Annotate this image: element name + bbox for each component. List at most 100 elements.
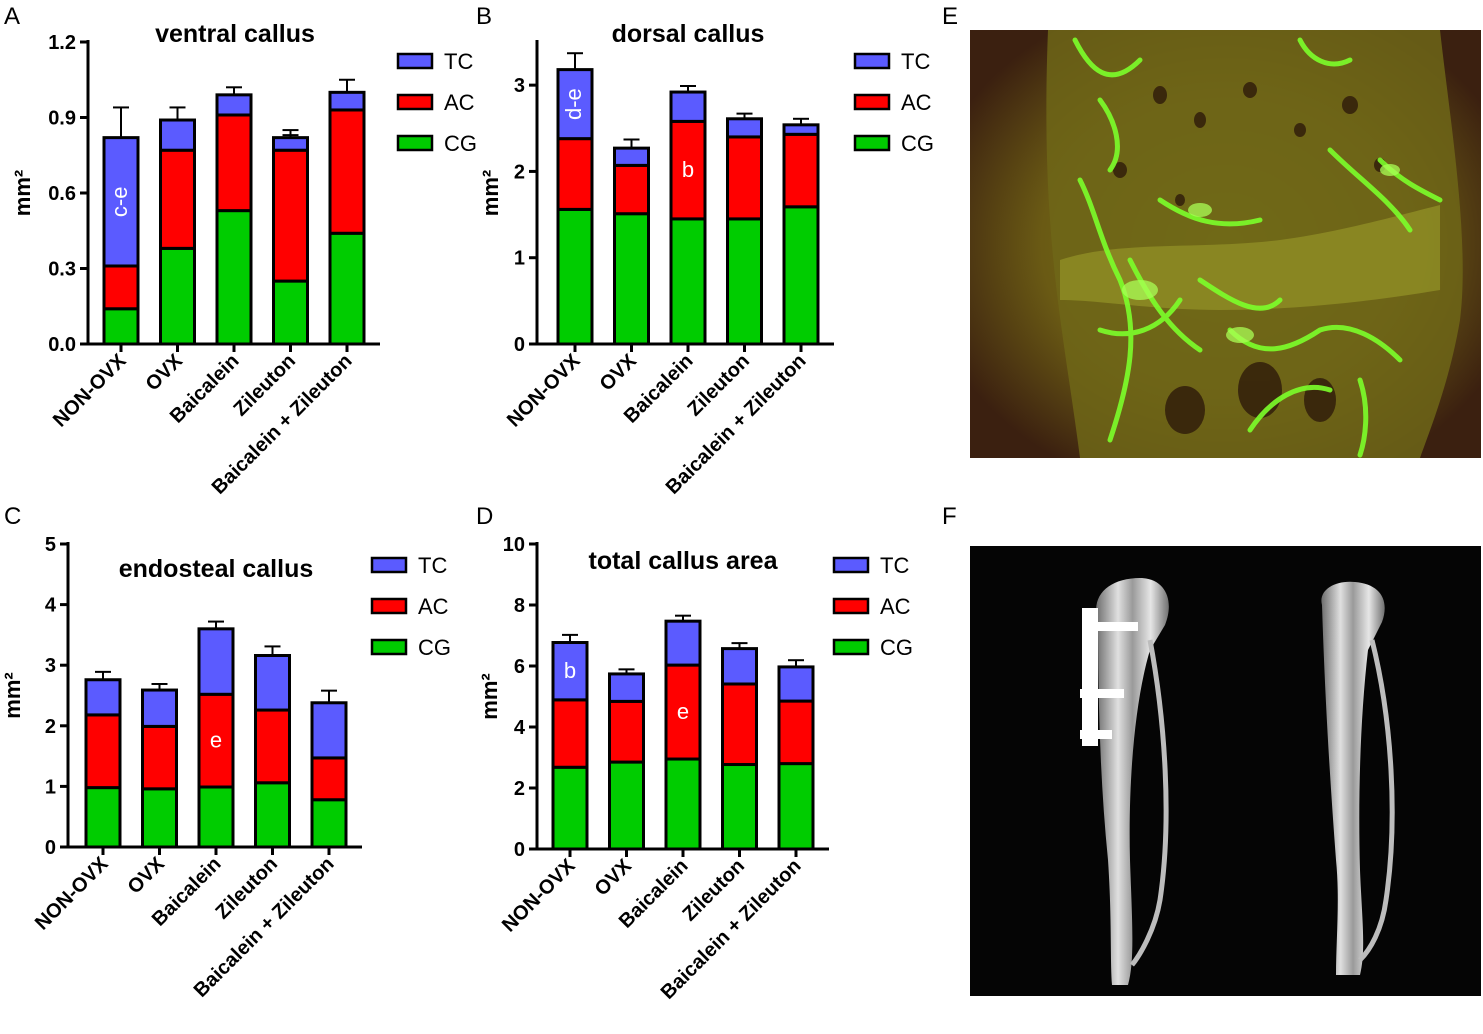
y-tick-label: 4 <box>45 595 57 617</box>
x-tick-label: OVX <box>142 350 188 396</box>
chart-ventral-callus: ventral callus mm² 0.0 0.3 0.6 0.9 1.2 NON-OVX O… <box>10 20 477 499</box>
bar-cg <box>782 205 820 346</box>
fluorescence-micrograph-image <box>970 30 1481 458</box>
bar-ac <box>608 699 645 764</box>
bar-cg <box>310 798 348 849</box>
chart-title: ventral callus <box>155 20 315 48</box>
legend-label-ac: AC <box>880 594 911 619</box>
legend-swatch-cg <box>853 134 891 152</box>
bar-cg <box>328 231 366 346</box>
y-tick-label: 5 <box>45 534 56 556</box>
chart-title: endosteal callus <box>119 555 314 583</box>
bar-cg <box>254 781 291 849</box>
y-axis-label: mm² <box>477 673 502 719</box>
legend-label-tc: TC <box>418 553 447 578</box>
bar-ac <box>613 163 650 216</box>
legend-swatch-ac <box>370 597 408 615</box>
bar-tc <box>102 136 140 268</box>
significance-annotation: c-e <box>107 187 132 218</box>
significance-annotation: d-e <box>561 88 586 120</box>
y-tick-label: 8 <box>514 595 525 617</box>
significance-annotation: e <box>210 728 222 753</box>
x-tick-label: NON-OVX <box>49 350 131 432</box>
y-tick-label: 3 <box>45 655 56 677</box>
bar-ac <box>215 113 253 213</box>
legend-label-ac: AC <box>901 90 932 115</box>
chart-title: total callus area <box>589 547 779 575</box>
y-tick-label: 0.9 <box>48 108 76 130</box>
legend-swatch-tc <box>370 556 408 574</box>
bar-ac <box>272 148 309 283</box>
bar-cg <box>197 785 235 849</box>
legend-swatch-tc <box>853 52 891 70</box>
x-tick-label: OVX <box>124 853 170 899</box>
y-tick-label: 2 <box>514 778 525 800</box>
y-tick-label: 0.0 <box>48 334 76 356</box>
panel-label-b: B <box>476 3 492 30</box>
significance-annotation: b <box>564 658 576 683</box>
legend-label-ac: AC <box>444 90 475 115</box>
bar-tc <box>721 647 758 686</box>
bar-ac <box>551 698 589 769</box>
legend-label-tc: TC <box>444 49 473 74</box>
bar-ac <box>310 756 348 802</box>
bar-cg <box>726 217 763 346</box>
panel-label-f: F <box>942 503 957 530</box>
bar-cg <box>551 765 589 851</box>
bar-cg <box>664 757 702 851</box>
x-tick-label: NON-OVX <box>31 853 113 935</box>
legend-swatch-ac <box>853 93 891 111</box>
bar-ac <box>254 708 291 785</box>
bar-ac <box>721 682 758 767</box>
x-tick-label: NON-OVX <box>498 855 580 937</box>
y-tick-label: 0 <box>45 837 56 859</box>
bar-tc <box>84 678 122 717</box>
bar-cg <box>556 207 594 346</box>
bar-tc <box>215 93 253 117</box>
x-tick-label: OVX <box>596 350 642 396</box>
bar-cg <box>272 279 309 346</box>
y-tick-label: 4 <box>514 717 526 739</box>
legend-swatch-cg <box>832 638 870 656</box>
legend-label-cg: CG <box>418 635 451 660</box>
legend-swatch-ac <box>832 597 870 615</box>
y-tick-label: 1 <box>514 248 525 270</box>
bar-cg <box>613 212 650 346</box>
bar-tc <box>328 90 366 112</box>
bar-cg <box>215 209 253 346</box>
legend-label-cg: CG <box>880 635 913 660</box>
panel-label-d: D <box>476 503 493 530</box>
bar-ac <box>102 264 140 311</box>
legend-label-cg: CG <box>444 131 477 156</box>
bar-tc <box>272 136 309 152</box>
y-tick-label: 0.6 <box>48 183 76 205</box>
y-tick-label: 0.3 <box>48 259 76 281</box>
y-axis-label: mm² <box>478 170 503 216</box>
significance-annotation: b <box>682 157 694 182</box>
y-axis-label: mm² <box>0 672 25 718</box>
bar-cg <box>102 307 140 346</box>
bar-tc <box>726 117 763 139</box>
bar-tc <box>608 672 645 703</box>
bar-tc <box>254 654 291 712</box>
bar-cg <box>669 217 707 346</box>
bar-cg <box>608 760 645 851</box>
bar-tc <box>777 665 815 703</box>
x-tick-label: NON-OVX <box>503 350 585 432</box>
panel-label-a: A <box>4 3 20 30</box>
bar-cg <box>721 763 758 851</box>
bar-ac <box>84 713 122 790</box>
bar-tc <box>141 688 178 728</box>
y-tick-label: 1.2 <box>48 32 76 54</box>
bar-tc <box>310 701 348 760</box>
bar-ac <box>782 132 820 209</box>
xray-radiograph-image <box>970 546 1481 996</box>
legend-label-ac: AC <box>418 594 449 619</box>
bar-cg <box>777 762 815 851</box>
legend-swatch-tc <box>396 52 434 70</box>
y-tick-label: 10 <box>503 534 525 556</box>
panel-label-c: C <box>4 503 21 530</box>
bar-ac <box>777 699 815 766</box>
